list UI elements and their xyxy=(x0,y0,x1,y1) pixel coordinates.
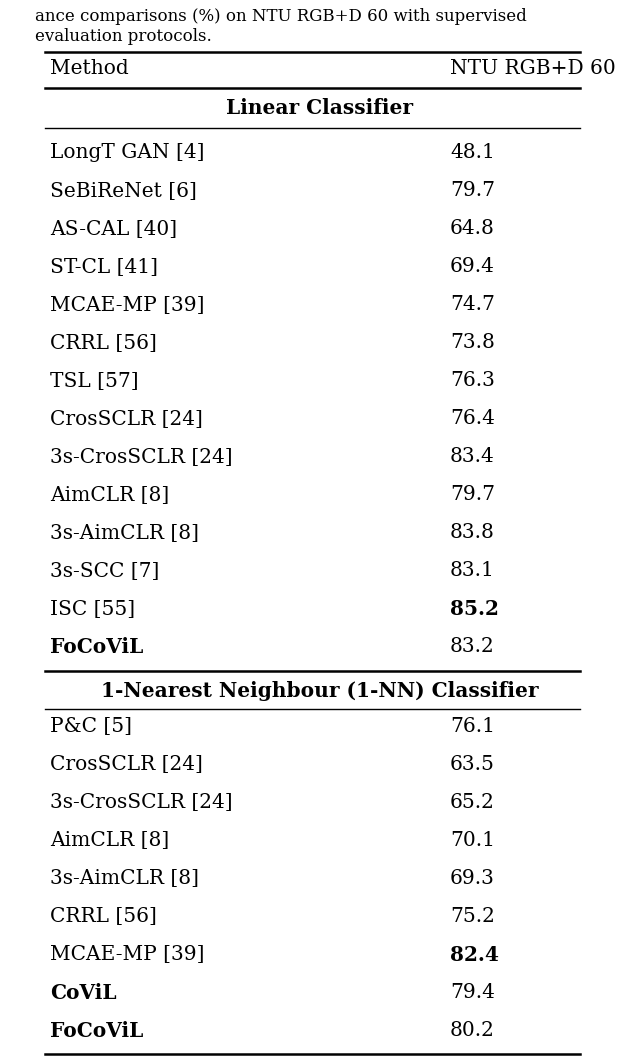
Text: 82.4: 82.4 xyxy=(450,944,499,964)
Text: 79.7: 79.7 xyxy=(450,486,495,505)
Text: 79.4: 79.4 xyxy=(450,983,495,1002)
Text: NTU RGB+D 60: NTU RGB+D 60 xyxy=(450,58,616,77)
Text: CRRL [56]: CRRL [56] xyxy=(50,334,157,353)
Text: CrosSCLR [24]: CrosSCLR [24] xyxy=(50,755,203,774)
Text: 64.8: 64.8 xyxy=(450,220,495,239)
Text: CoViL: CoViL xyxy=(50,982,116,1002)
Text: P&C [5]: P&C [5] xyxy=(50,717,132,736)
Text: LongT GAN [4]: LongT GAN [4] xyxy=(50,144,205,163)
Text: 83.8: 83.8 xyxy=(450,524,495,543)
Text: ST-CL [41]: ST-CL [41] xyxy=(50,258,158,277)
Text: 83.4: 83.4 xyxy=(450,448,495,467)
Text: 3s-AimCLR [8]: 3s-AimCLR [8] xyxy=(50,869,199,888)
Text: SeBiReNet [6]: SeBiReNet [6] xyxy=(50,182,197,201)
Text: MCAE-MP [39]: MCAE-MP [39] xyxy=(50,945,205,964)
Text: 65.2: 65.2 xyxy=(450,793,495,812)
Text: 3s-CrosSCLR [24]: 3s-CrosSCLR [24] xyxy=(50,448,232,467)
Text: 76.3: 76.3 xyxy=(450,372,495,391)
Text: 3s-SCC [7]: 3s-SCC [7] xyxy=(50,562,159,581)
Text: CRRL [56]: CRRL [56] xyxy=(50,907,157,926)
Text: 73.8: 73.8 xyxy=(450,334,495,353)
Text: CrosSCLR [24]: CrosSCLR [24] xyxy=(50,410,203,429)
Text: 74.7: 74.7 xyxy=(450,296,495,315)
Text: 79.7: 79.7 xyxy=(450,182,495,201)
Text: ance comparisons (%) on NTU RGB+D 60 with supervised: ance comparisons (%) on NTU RGB+D 60 wit… xyxy=(35,8,527,25)
Text: AS-CAL [40]: AS-CAL [40] xyxy=(50,220,177,239)
Text: Linear Classifier: Linear Classifier xyxy=(227,98,413,118)
Text: 70.1: 70.1 xyxy=(450,831,495,850)
Text: Method: Method xyxy=(50,58,129,77)
Text: evaluation protocols.: evaluation protocols. xyxy=(35,29,212,45)
Text: 69.4: 69.4 xyxy=(450,258,495,277)
Text: 3s-AimCLR [8]: 3s-AimCLR [8] xyxy=(50,524,199,543)
Text: ISC [55]: ISC [55] xyxy=(50,600,135,619)
Text: AimCLR [8]: AimCLR [8] xyxy=(50,831,169,850)
Text: TSL [57]: TSL [57] xyxy=(50,372,139,391)
Text: FoCoViL: FoCoViL xyxy=(50,1020,143,1040)
Text: 63.5: 63.5 xyxy=(450,755,495,774)
Text: 80.2: 80.2 xyxy=(450,1021,495,1040)
Text: 85.2: 85.2 xyxy=(450,599,499,619)
Text: 69.3: 69.3 xyxy=(450,869,495,888)
Text: 48.1: 48.1 xyxy=(450,144,495,163)
Text: 83.1: 83.1 xyxy=(450,562,495,581)
Text: MCAE-MP [39]: MCAE-MP [39] xyxy=(50,296,205,315)
Text: 3s-CrosSCLR [24]: 3s-CrosSCLR [24] xyxy=(50,793,232,812)
Text: AimCLR [8]: AimCLR [8] xyxy=(50,486,169,505)
Text: 76.1: 76.1 xyxy=(450,717,495,736)
Text: 83.2: 83.2 xyxy=(450,638,495,657)
Text: FoCoViL: FoCoViL xyxy=(50,637,143,657)
Text: 75.2: 75.2 xyxy=(450,907,495,926)
Text: 1-Nearest Neighbour (1-NN) Classifier: 1-Nearest Neighbour (1-NN) Classifier xyxy=(101,680,539,700)
Text: 76.4: 76.4 xyxy=(450,410,495,429)
